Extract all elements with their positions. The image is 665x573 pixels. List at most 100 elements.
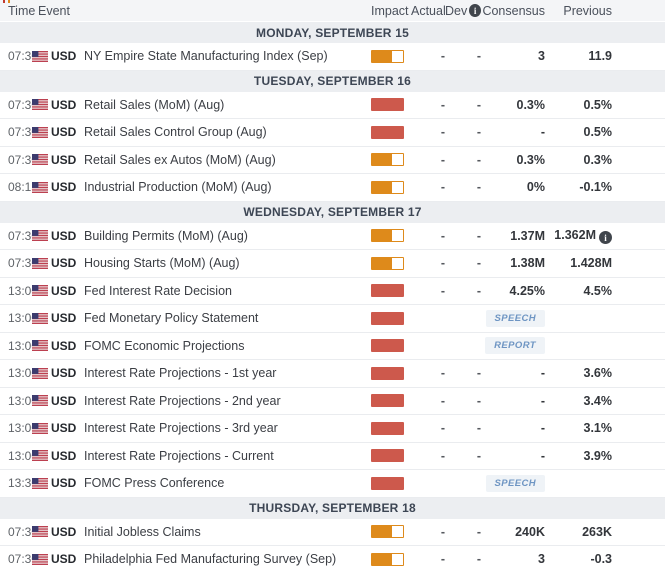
event-badge[interactable]: REPORT: [485, 337, 545, 355]
event-row[interactable]: 07:30 USD Retail Sales ex Autos (MoM) (A…: [0, 146, 665, 174]
event-time: 07:30: [8, 125, 39, 140]
impact-cell: [371, 125, 411, 139]
previous-cell: 3.4%i: [545, 393, 613, 408]
event-row[interactable]: 13:00 USD Fed Interest Rate Decision: [0, 277, 665, 305]
previous-value: 0.5%: [583, 97, 613, 112]
event-name: Philadelphia Fed Manufacturing Survey (S…: [84, 552, 337, 567]
calendar-column-header: Time Event Impact Actual Dev i Consensus…: [0, 0, 665, 22]
event-row[interactable]: 07:30 USD NY Empire State Manufacturing …: [0, 43, 665, 71]
previous-value: 263K: [582, 524, 612, 539]
previous-value: 3.4%: [583, 393, 613, 408]
event-name: Fed Interest Rate Decision: [84, 283, 232, 298]
event-row[interactable]: 07:30 USD Retail Sales (MoM) (Aug): [0, 91, 665, 119]
event-row[interactable]: 13:00 USD Interest Rate Projections - 2n…: [0, 387, 665, 415]
impact-bar: [371, 49, 404, 63]
consensus-value: 0.3%: [516, 97, 546, 112]
previous-value: 3.6%: [583, 366, 613, 381]
currency-label: USD: [51, 311, 77, 326]
day-section-label: TUESDAY, SEPTEMBER 16: [253, 74, 412, 88]
day-section-header: THURSDAY, SEPTEMBER 18: [0, 497, 665, 519]
impact-cell: [371, 180, 411, 194]
currency-label: USD: [51, 421, 77, 436]
event-time: 13:00: [8, 393, 39, 408]
event-name: Fed Monetary Policy Statement: [84, 311, 259, 326]
event-row[interactable]: 13:30 USD FOMC Press Conference: [0, 470, 665, 498]
consensus-value: 3: [538, 49, 545, 64]
previous-cell: 11.9i: [545, 49, 612, 63]
impact-bar: [371, 449, 404, 463]
currency-label: USD: [51, 552, 77, 567]
dev-value: -: [476, 366, 481, 381]
actual-value: -: [440, 421, 445, 436]
us-flag-icon: [32, 312, 48, 324]
event-time: 13:00: [8, 421, 39, 436]
event-time: 07:30: [8, 97, 39, 112]
us-flag-icon: [32, 99, 48, 111]
previous-info-icon[interactable]: i: [599, 231, 612, 244]
actual-value: -: [440, 524, 445, 539]
event-currency: USD: [30, 153, 84, 167]
dev-value: -: [476, 448, 481, 463]
day-section-label: THURSDAY, SEPTEMBER 18: [249, 501, 416, 515]
impact-bar: [371, 421, 404, 435]
previous-value: 1.362M: [554, 227, 596, 242]
event-time: 07:30: [8, 552, 39, 567]
event-name: Interest Rate Projections - 3rd year: [84, 421, 278, 436]
actual-value: -: [440, 97, 445, 112]
impact-bar: [371, 284, 404, 298]
calendar-body: MONDAY, SEPTEMBER 15 07:30 USD NY Empire…: [0, 22, 665, 573]
event-time: 13:00: [8, 283, 39, 298]
impact-bar: [371, 125, 404, 139]
corner-artifact: [0, 0, 12, 3]
event-name: Housing Starts (MoM) (Aug): [84, 256, 240, 271]
currency-label: USD: [51, 152, 77, 167]
event-row[interactable]: 07:30 USD Retail Sales Control Group (Au…: [0, 119, 665, 147]
consensus-value: -: [540, 366, 545, 381]
event-currency: USD: [30, 311, 84, 325]
event-row[interactable]: 07:30 USD Building Permits (MoM) (Aug): [0, 222, 665, 250]
impact-cell: [371, 476, 411, 490]
dev-value: -: [476, 283, 481, 298]
event-name: Retail Sales ex Autos (MoM) (Aug): [84, 152, 276, 167]
previous-value: 0.3%: [583, 152, 613, 167]
impact-bar: [371, 180, 404, 194]
event-row[interactable]: 13:00 USD FOMC Economic Projections: [0, 332, 665, 360]
impact-cell: [371, 229, 411, 243]
previous-value: 3.1%: [583, 421, 613, 436]
event-row[interactable]: 13:00 USD Interest Rate Projections - 3r…: [0, 415, 665, 443]
impact-cell: [371, 552, 411, 566]
event-currency: USD: [30, 98, 84, 112]
day-section-label: WEDNESDAY, SEPTEMBER 17: [243, 205, 422, 219]
impact-bar: [371, 153, 404, 167]
currency-label: USD: [51, 338, 77, 353]
event-row[interactable]: 13:00 USD Interest Rate Projections - Cu…: [0, 442, 665, 470]
event-badge[interactable]: SPEECH: [485, 309, 545, 327]
event-row[interactable]: 08:15 USD Industrial Production (MoM) (A…: [0, 174, 665, 202]
currency-label: USD: [51, 125, 77, 140]
dev-value: -: [476, 49, 481, 64]
impact-bar: [371, 476, 404, 490]
event-badge[interactable]: SPEECH: [485, 474, 545, 492]
event-currency: USD: [30, 229, 84, 243]
currency-label: USD: [51, 448, 77, 463]
event-row[interactable]: 13:00 USD Fed Monetary Policy Statement: [0, 305, 665, 333]
badge-zone: SPEECH: [411, 474, 612, 492]
actual-value: -: [440, 552, 445, 567]
column-header-time: Time: [8, 3, 36, 18]
event-currency: USD: [30, 421, 84, 435]
previous-cell: 3.1%i: [545, 421, 613, 436]
us-flag-icon: [32, 553, 48, 565]
event-row[interactable]: 13:00 USD Interest Rate Projections - 1s…: [0, 360, 665, 388]
event-currency: USD: [30, 476, 84, 490]
consensus-value: 1.38M: [510, 256, 545, 271]
event-time: 07:30: [8, 228, 39, 243]
event-row[interactable]: 07:30 USD Housing Starts (MoM) (Aug): [0, 250, 665, 278]
dev-info-icon[interactable]: i: [469, 4, 481, 17]
event-currency: USD: [30, 256, 84, 270]
event-row[interactable]: 07:30 USD Initial Jobless Claims: [0, 518, 665, 546]
dev-value: -: [476, 524, 481, 539]
impact-cell: [371, 98, 411, 112]
event-name: Interest Rate Projections - 1st year: [84, 366, 277, 381]
impact-cell: [371, 421, 411, 435]
event-row[interactable]: 07:30 USD Philadelphia Fed Manufacturing…: [0, 546, 665, 573]
